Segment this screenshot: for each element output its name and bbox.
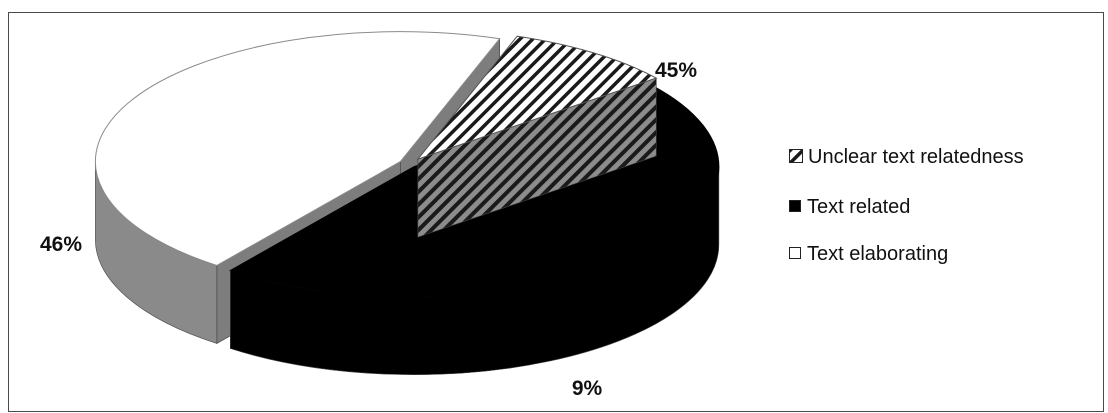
slice-top [416, 35, 658, 161]
pie-slice-unclear-text-relatedness [416, 35, 658, 238]
legend-label: Text related [807, 196, 911, 218]
slice-percent-label: 45% [655, 59, 697, 82]
slice-top [94, 31, 501, 266]
legend-item-text-related: Text related [789, 196, 910, 219]
legend-white-swatch [789, 246, 801, 259]
legend-item-unclear-text-relatedness: Unclear text relatedness [789, 146, 1024, 169]
chart-frame: 9% 46% 45% Unclear text relatedness Text r… [8, 12, 1104, 412]
pie-slices [94, 31, 720, 375]
slice-percent-label: 46% [40, 233, 82, 256]
slice-percent-label: 9% [572, 377, 603, 400]
legend-label: Unclear text relatedness [808, 146, 1024, 168]
pie-chart: 9% 46% 45% [40, 31, 720, 400]
legend-label: Text elaborating [807, 243, 949, 265]
legend-hatch-swatch [789, 148, 803, 163]
legend-black-swatch [789, 199, 801, 212]
legend-item-text-elaborating: Text elaborating [789, 243, 948, 266]
slice-labels: 9% 46% 45% [40, 59, 697, 400]
